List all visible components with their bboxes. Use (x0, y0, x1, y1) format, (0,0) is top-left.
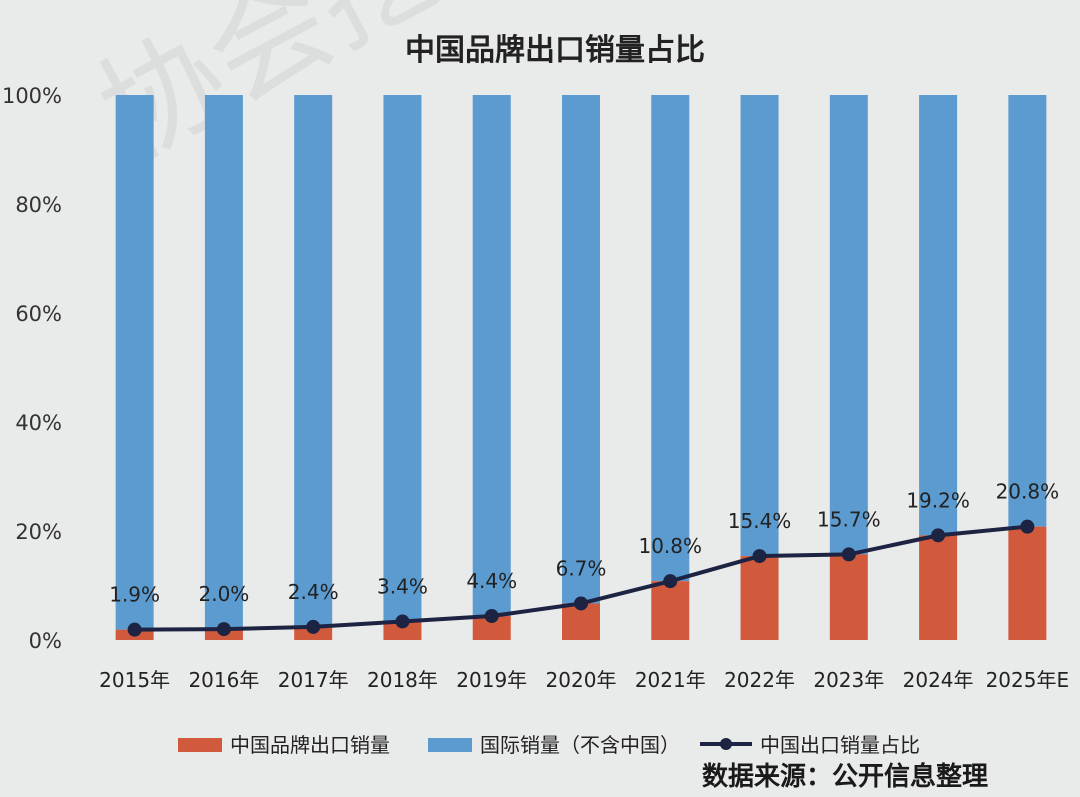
bar-international (1008, 95, 1047, 527)
x-tick-label: 2016年 (188, 668, 259, 692)
legend-swatch-brand-export (178, 738, 222, 752)
bar-international (294, 95, 333, 627)
share-data-label: 2.4% (288, 580, 339, 604)
y-tick-label: 20% (15, 520, 62, 544)
x-axis: 2015年 2016年 2017年 2018年 2019年 2020年 2021年 2022年… (99, 668, 1069, 692)
share-point (752, 549, 767, 564)
bar-brand-export (919, 535, 958, 640)
share-data-label: 1.9% (109, 583, 160, 607)
y-tick-label: 0% (29, 629, 62, 653)
share-data-label: 6.7% (556, 556, 607, 580)
legend-label-share: 中国出口销量占比 (760, 733, 920, 757)
bar-international (472, 95, 511, 617)
bar-international (919, 95, 958, 536)
share-point (484, 609, 499, 624)
share-point (395, 614, 410, 629)
y-tick-label: 60% (15, 302, 62, 326)
chart-title: 中国品牌出口销量占比 (405, 33, 705, 68)
bar-series (115, 95, 1047, 640)
share-point (127, 622, 142, 637)
bar-brand-export (1008, 526, 1047, 640)
x-tick-label: 2020年 (546, 668, 617, 692)
share-data-label: 19.2% (906, 488, 970, 512)
y-tick-label: 80% (15, 193, 62, 217)
line-series: 1.9% 2.0% 2.4% 3.4% 4.4% 6.7% 10.8% 15.4% 15.7% 1… (109, 480, 1059, 637)
bar-brand-export (740, 556, 779, 640)
bar-international (829, 95, 868, 555)
bar-international (115, 95, 154, 630)
bar-brand-export (472, 616, 511, 640)
x-tick-label: 2022年 (724, 668, 795, 692)
share-data-label: 15.7% (817, 507, 881, 531)
share-data-label: 4.4% (466, 569, 517, 593)
bar-international (740, 95, 779, 557)
share-point (931, 528, 946, 543)
x-tick-label: 2017年 (278, 668, 349, 692)
share-data-label: 15.4% (728, 509, 792, 533)
x-tick-label: 2019年 (456, 668, 527, 692)
share-point (306, 619, 321, 634)
share-point (574, 596, 588, 611)
bar-brand-export (651, 581, 690, 640)
bar-international (383, 95, 422, 622)
share-data-label: 3.4% (377, 574, 428, 598)
legend-label-international: 国际销量（不含中国） (480, 733, 680, 757)
y-tick-label: 40% (15, 411, 62, 435)
y-tick-label: 100% (2, 84, 62, 108)
x-tick-label: 2015年 (99, 668, 170, 692)
bar-brand-export (829, 554, 868, 640)
legend-swatch-international (428, 738, 472, 752)
share-data-label: 2.0% (199, 582, 250, 606)
share-point (1020, 519, 1035, 534)
share-data-label: 10.8% (638, 534, 702, 558)
legend-label-brand-export: 中国品牌出口销量 (230, 733, 390, 757)
share-point (216, 622, 231, 637)
bar-international (651, 95, 690, 582)
share-data-label: 20.8% (996, 480, 1060, 504)
legend: 中国品牌出口销量 国际销量（不含中国） 中国出口销量占比 (178, 733, 920, 757)
source-note: 数据来源：公开信息整理 (702, 761, 988, 792)
x-tick-label: 2023年 (813, 668, 884, 692)
share-point (663, 574, 678, 589)
bar-international (204, 95, 243, 630)
x-tick-label: 2024年 (903, 668, 974, 692)
y-axis: 0% 20% 40% 60% 80% 100% (2, 84, 62, 653)
legend-marker-share (720, 738, 732, 750)
bar-international (562, 95, 600, 604)
share-point (841, 547, 856, 562)
bar-brand-export (383, 621, 422, 640)
x-tick-label: 2018年 (367, 668, 438, 692)
x-tick-label: 2021年 (635, 668, 706, 692)
x-tick-label: 2025年E (986, 668, 1070, 692)
